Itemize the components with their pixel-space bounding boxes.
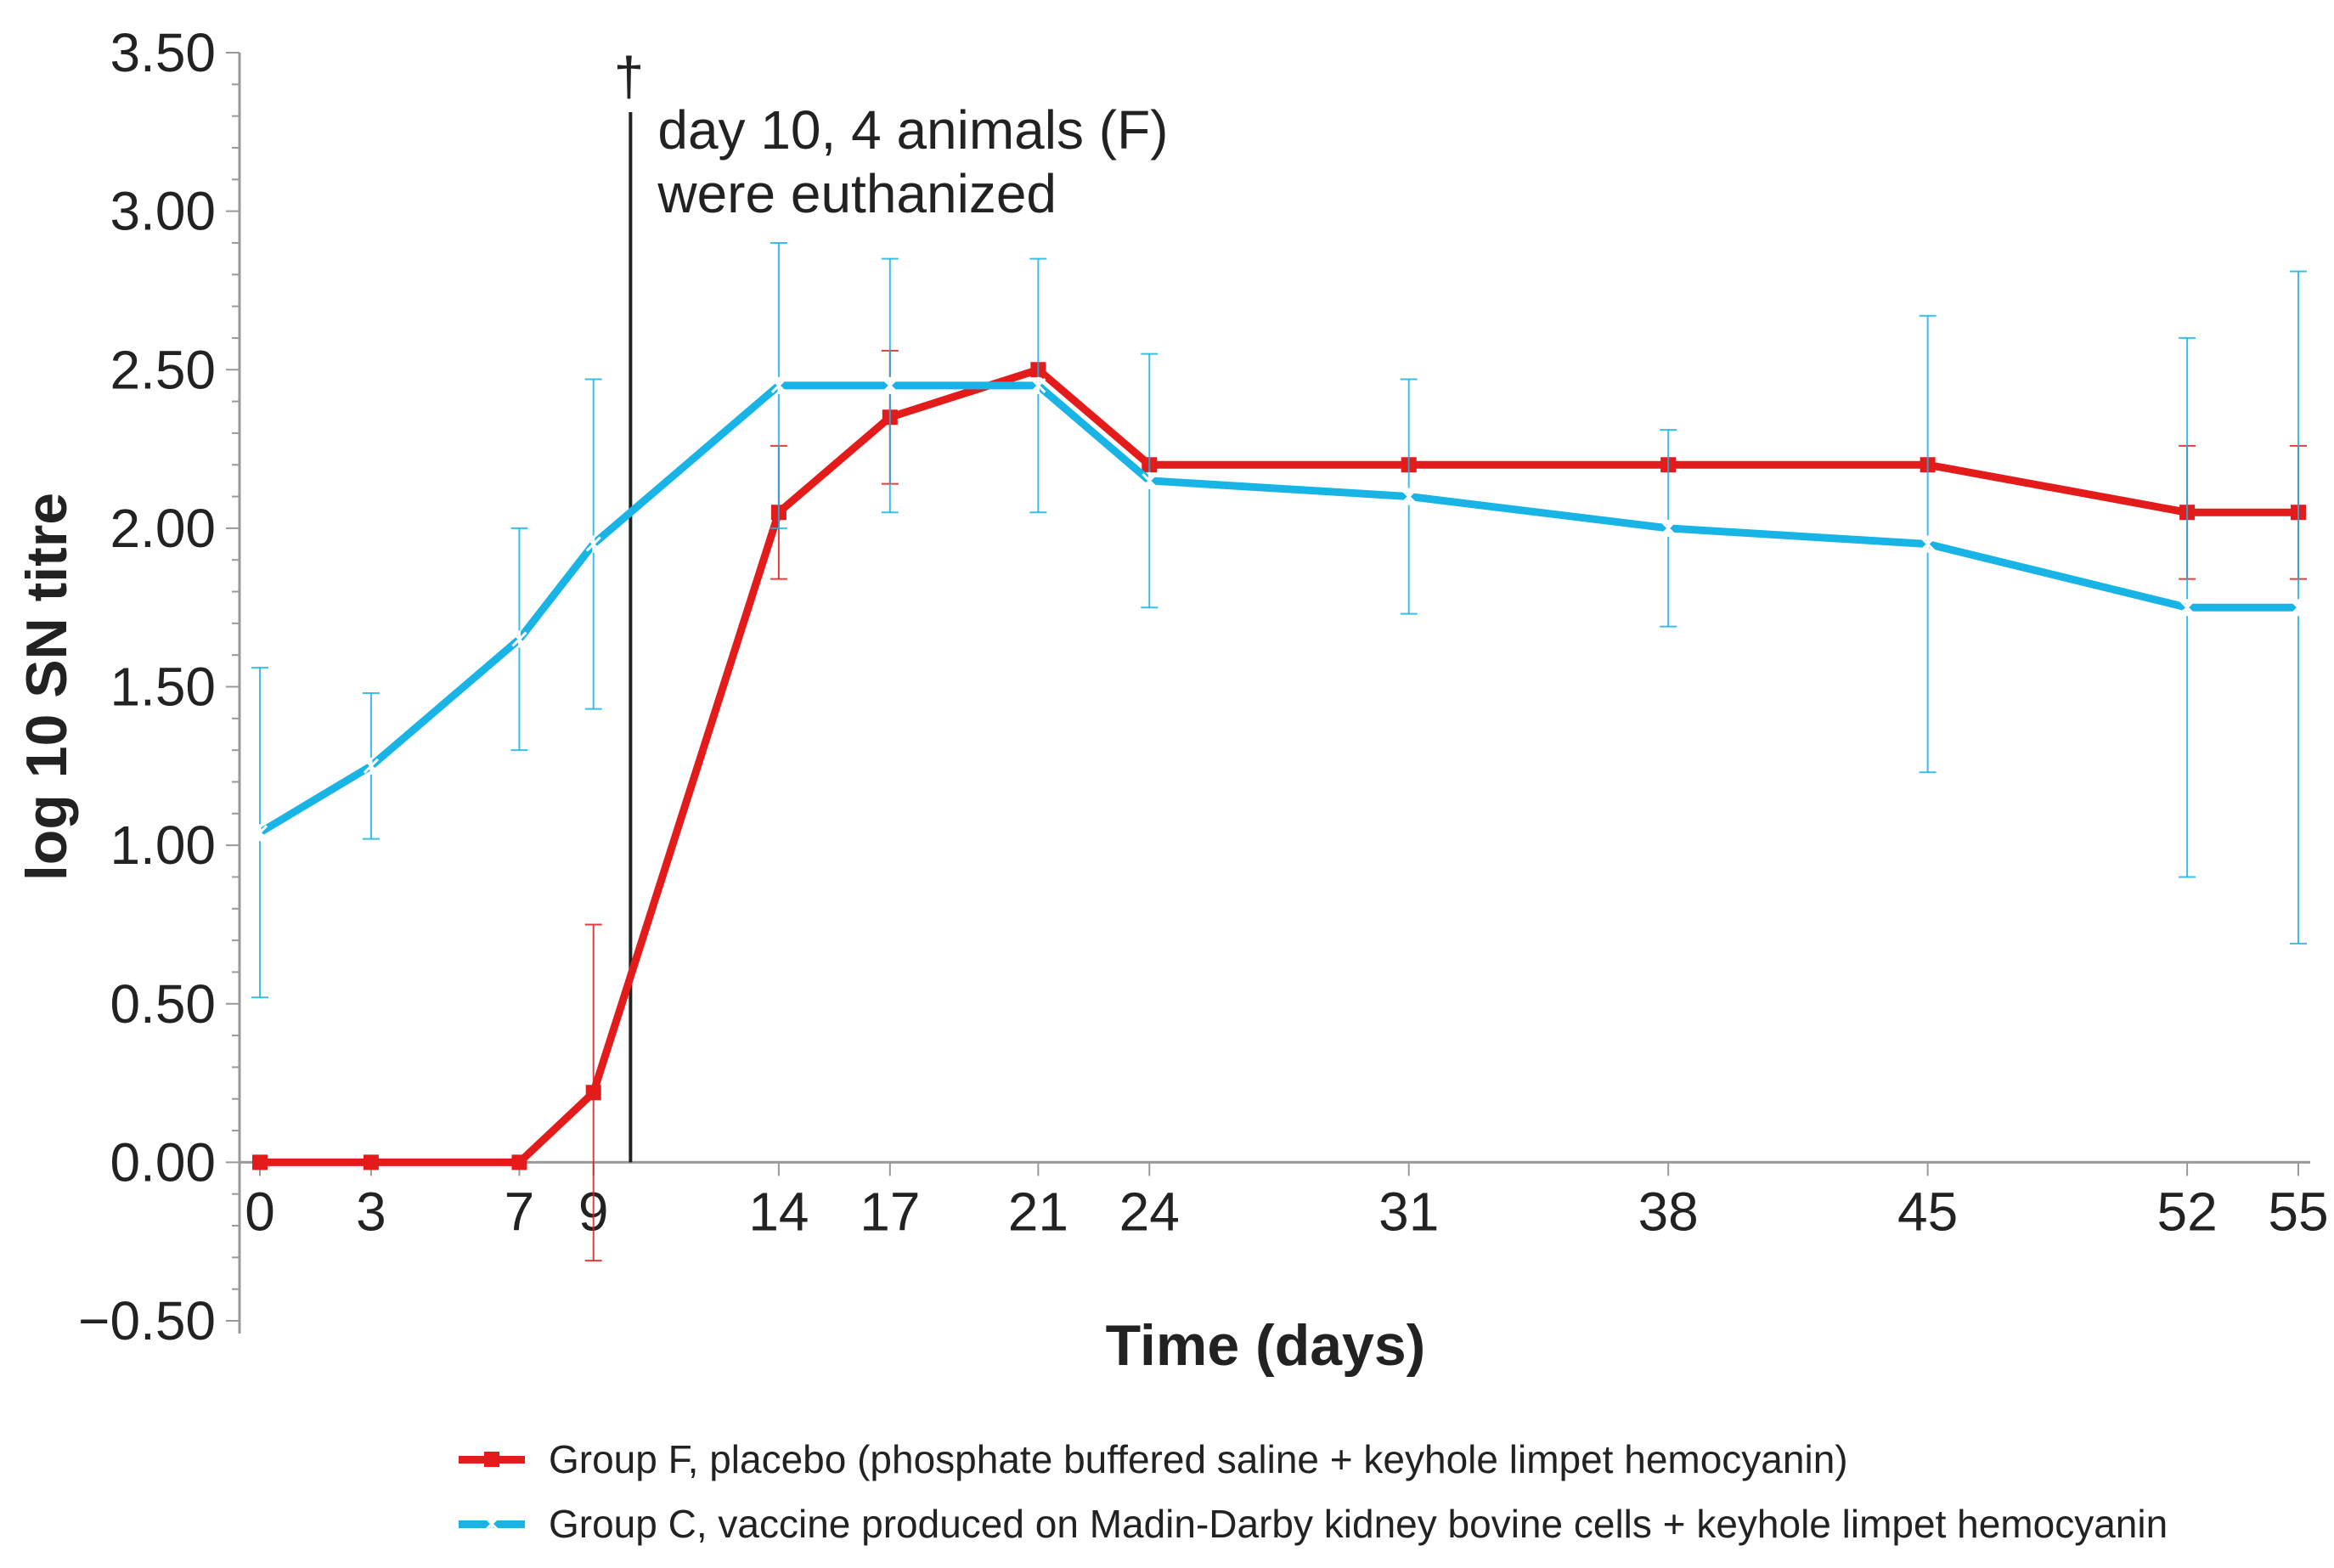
y-tick-label: 2.00 (110, 498, 216, 559)
series-line (257, 381, 2298, 837)
annotation-line-1: day 10, 4 animals (F) (657, 99, 1168, 161)
data-point (1030, 376, 1046, 394)
data-point (363, 1154, 379, 1170)
series-layer (251, 241, 2307, 1262)
legend-swatch-group-c (459, 1507, 525, 1541)
data-point (511, 630, 527, 648)
legend-label-group-c: Group C, vaccine produced on Madin-Darby… (549, 1502, 2168, 1546)
data-point (511, 1154, 527, 1170)
y-tick-label: 1.50 (110, 657, 216, 718)
x-tick-label: 45 (1897, 1181, 1958, 1242)
data-point (2290, 599, 2307, 617)
legend-item-group-f: Group F, placebo (phosphate buffered sal… (459, 1427, 2168, 1492)
y-tick-label: 3.50 (110, 22, 216, 83)
x-tick-label: 38 (1638, 1181, 1699, 1242)
dagger-symbol: † (614, 46, 645, 107)
data-point (2179, 599, 2196, 617)
x-tick-label: 55 (2268, 1181, 2328, 1242)
x-tick-label: 31 (1378, 1181, 1439, 1242)
y-tick-label: 1.00 (110, 815, 216, 876)
data-point (1920, 535, 1936, 553)
data-point (882, 376, 898, 394)
data-point (251, 824, 268, 842)
data-point (1660, 519, 1677, 537)
x-tick-label: 7 (505, 1181, 535, 1242)
data-point (252, 1154, 268, 1170)
legend-item-group-c: Group C, vaccine produced on Madin-Darby… (459, 1492, 2168, 1556)
data-point (585, 535, 601, 553)
y-tick-label: 2.50 (110, 339, 216, 400)
data-point (770, 376, 786, 394)
data-point (363, 757, 379, 775)
y-tick-label: 0.00 (110, 1131, 216, 1193)
y-axis-title: log 10 SN titre (14, 493, 79, 881)
x-tick-label: 24 (1119, 1181, 1180, 1242)
euthanasia-annotation: † day 10, 4 animals (F) were euthanized (614, 46, 1168, 1163)
legend-swatch-group-f (459, 1442, 525, 1476)
x-tick-label: 52 (2156, 1181, 2217, 1242)
x-tick-label: 17 (860, 1181, 920, 1242)
x-tick-label: 21 (1008, 1181, 1068, 1242)
y-tick-label: −0.50 (78, 1290, 216, 1351)
x-tick-label: 3 (356, 1181, 386, 1242)
data-point (585, 1085, 601, 1101)
data-point (1401, 488, 1417, 505)
x-axis-title: Time (days) (1106, 1313, 1426, 1378)
legend: Group F, placebo (phosphate buffered sal… (459, 1427, 2168, 1556)
legend-label-group-f: Group F, placebo (phosphate buffered sal… (549, 1437, 1848, 1481)
y-tick-label: 3.00 (110, 181, 216, 242)
axes: −0.50 0.00 0.50 1.00 1.50 2.00 2.50 3.00 3.50 0 3 7… (78, 22, 2329, 1351)
x-tick-label: 14 (748, 1181, 809, 1242)
y-tick-label: 0.50 (110, 973, 216, 1035)
x-tick-label: 0 (245, 1181, 275, 1242)
series-group-c (251, 241, 2307, 999)
annotation-line-2: were euthanized (657, 163, 1057, 224)
data-point (1142, 471, 1158, 489)
